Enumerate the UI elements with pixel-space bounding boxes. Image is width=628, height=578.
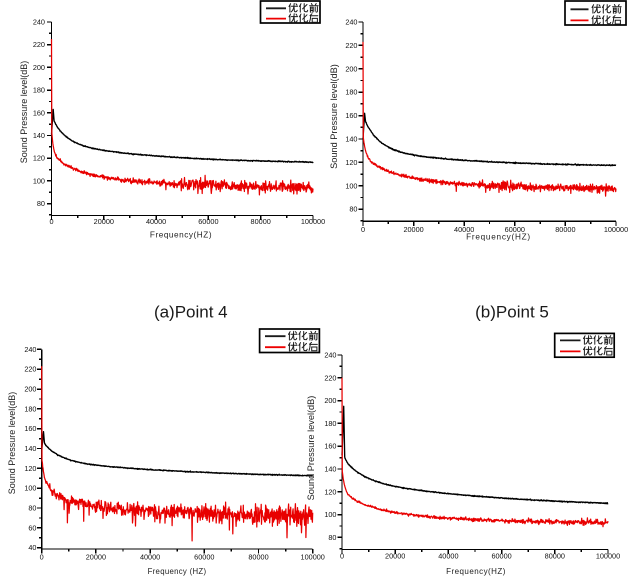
svg-text:40000: 40000: [438, 552, 458, 561]
svg-text:120: 120: [324, 487, 336, 496]
svg-text:0: 0: [340, 552, 344, 561]
svg-text:80000: 80000: [248, 553, 268, 562]
svg-text:100000: 100000: [301, 553, 325, 562]
svg-text:Frequency(HZ): Frequency(HZ): [466, 233, 531, 242]
svg-text:Sound Pressure level(dB): Sound Pressure level(dB): [7, 392, 17, 495]
svg-text:200: 200: [345, 64, 357, 73]
svg-text:60000: 60000: [198, 217, 218, 226]
svg-text:220: 220: [345, 41, 357, 50]
svg-text:140: 140: [24, 444, 36, 453]
svg-text:120: 120: [24, 464, 36, 473]
svg-text:Frequency(HZ): Frequency(HZ): [446, 567, 506, 576]
svg-text:100: 100: [345, 181, 357, 190]
svg-text:180: 180: [33, 86, 45, 95]
svg-text:160: 160: [345, 111, 357, 120]
svg-text:20000: 20000: [86, 553, 106, 562]
svg-text:100: 100: [24, 484, 36, 493]
svg-text:40000: 40000: [454, 225, 474, 234]
svg-text:80: 80: [328, 533, 336, 542]
svg-text:20000: 20000: [94, 217, 114, 226]
svg-text:200: 200: [24, 385, 36, 394]
svg-text:Sound Pressure level(dB): Sound Pressure level(dB): [329, 64, 339, 169]
svg-text:Sound Pressure level(dB): Sound Pressure level(dB): [19, 61, 29, 164]
svg-text:80: 80: [37, 199, 45, 208]
svg-text:140: 140: [33, 131, 45, 140]
svg-text:60000: 60000: [505, 225, 525, 234]
svg-text:20000: 20000: [403, 225, 423, 234]
svg-text:40000: 40000: [146, 217, 166, 226]
svg-text:240: 240: [24, 345, 36, 354]
svg-text:100: 100: [33, 176, 45, 185]
svg-text:20000: 20000: [385, 552, 405, 561]
svg-text:100000: 100000: [604, 225, 628, 234]
svg-text:40000: 40000: [140, 553, 160, 562]
svg-text:Frequency(HZ): Frequency(HZ): [150, 231, 212, 240]
svg-text:100000: 100000: [596, 552, 620, 561]
svg-text:160: 160: [24, 424, 36, 433]
svg-text:120: 120: [33, 154, 45, 163]
svg-text:220: 220: [24, 365, 36, 374]
svg-text:0: 0: [49, 217, 53, 226]
svg-text:Sound Pressure level(dB): Sound Pressure level(dB): [306, 396, 316, 501]
svg-text:240: 240: [33, 18, 45, 27]
svg-text:80000: 80000: [555, 225, 575, 234]
svg-text:80: 80: [349, 205, 357, 214]
svg-text:100000: 100000: [301, 217, 325, 226]
svg-text:0: 0: [40, 553, 44, 562]
svg-text:120: 120: [345, 158, 357, 167]
svg-text:180: 180: [24, 404, 36, 413]
svg-text:(b)Point 5: (b)Point 5: [475, 303, 549, 322]
svg-text:60: 60: [28, 523, 36, 532]
svg-text:160: 160: [324, 442, 336, 451]
svg-text:140: 140: [345, 135, 357, 144]
svg-text:160: 160: [33, 108, 45, 117]
svg-text:80000: 80000: [251, 217, 271, 226]
svg-text:240: 240: [345, 18, 357, 27]
svg-text:180: 180: [324, 419, 336, 428]
svg-text:80000: 80000: [545, 552, 565, 561]
svg-text:200: 200: [324, 396, 336, 405]
svg-text:180: 180: [345, 88, 357, 97]
svg-text:100: 100: [324, 510, 336, 519]
svg-text:Frequency (HZ): Frequency (HZ): [148, 567, 207, 576]
svg-text:80: 80: [28, 504, 36, 513]
svg-text:240: 240: [324, 351, 336, 360]
svg-text:0: 0: [361, 225, 365, 234]
svg-text:220: 220: [33, 40, 45, 49]
svg-text:40: 40: [28, 543, 36, 552]
svg-text:200: 200: [33, 63, 45, 72]
svg-text:60000: 60000: [194, 553, 214, 562]
svg-text:220: 220: [324, 373, 336, 382]
svg-text:140: 140: [324, 465, 336, 474]
svg-text:60000: 60000: [491, 552, 511, 561]
svg-text:(a)Point 4: (a)Point 4: [154, 303, 228, 322]
